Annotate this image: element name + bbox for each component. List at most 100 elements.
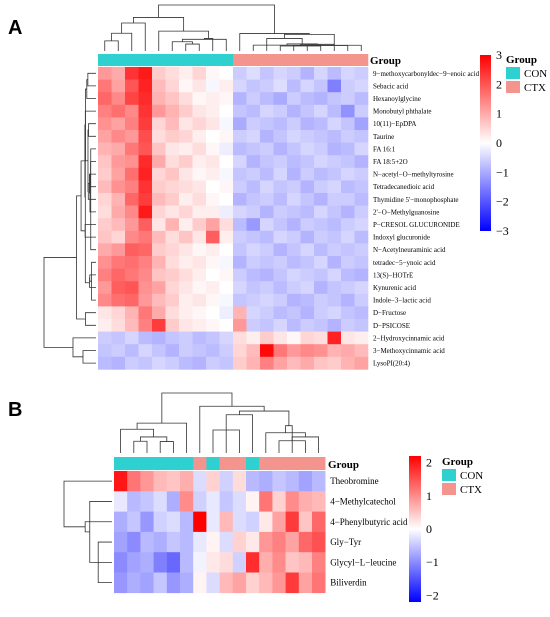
panel-a-cell [219, 344, 234, 358]
panel-a-cell [233, 142, 247, 156]
panel-a-colorbar: 3 2 1 0 −1 −2 −3 [480, 48, 509, 238]
panel-a-cell [125, 67, 139, 80]
panel-a-cell [165, 205, 180, 219]
panel-a-cell [125, 142, 139, 156]
panel-a-cell [125, 130, 139, 143]
panel-a-cell [152, 243, 166, 257]
panel-a-cell [300, 230, 315, 244]
panel-a-cell [314, 319, 328, 332]
panel-a-cell [111, 67, 126, 80]
panel-a-annotation-title: Group [370, 55, 401, 67]
panel-b-colorbar-tick-label: 2 [426, 456, 432, 470]
panel-a-annotation-cell [233, 54, 247, 66]
panel-a-cell [341, 319, 355, 332]
panel-a-cell [111, 79, 126, 93]
panel-b-row-label: 4−Phenylbutyric acid [330, 517, 408, 527]
panel-a-cell [125, 180, 139, 194]
panel-a-cell [287, 356, 301, 370]
panel-a-cell [219, 281, 234, 295]
panel-a-colorbar-tick-label: 0 [496, 136, 502, 150]
panel-b-cell [272, 552, 286, 573]
panel-a-cell [98, 356, 112, 370]
panel-b-cell [219, 572, 234, 594]
panel-a-cell [341, 92, 355, 106]
panel-a-cell [246, 92, 261, 106]
panel-a-cell [152, 293, 166, 307]
panel-a-cell [152, 92, 166, 106]
panel-a-annotation-cell [273, 54, 288, 66]
panel-a-cell [300, 293, 315, 307]
panel-a-cell [246, 281, 261, 295]
panel-a-cell [273, 92, 288, 106]
panel-a-cell [233, 230, 247, 244]
panel-a-cell [314, 293, 328, 307]
panel-a-cell [260, 256, 274, 269]
panel-a-cell [138, 193, 153, 206]
panel-a-cell [327, 306, 342, 320]
panel-b-cell [166, 552, 181, 573]
panel-a-cell [341, 205, 355, 219]
panel-a-column-dendrogram-branch [284, 34, 335, 51]
panel-a-cell [206, 130, 220, 143]
panel-b-row-dendrogram-branch [89, 501, 112, 563]
panel-b-annotation-cell [193, 457, 207, 470]
panel-a-annotation-cell [260, 54, 274, 66]
panel-a-cell [219, 117, 234, 131]
panel-b-cell [206, 552, 220, 573]
panel-b-cell [259, 572, 273, 594]
panel-a-cell [179, 268, 193, 282]
panel-a-column-dendrogram-branch [279, 45, 322, 51]
panel-a-cell [138, 319, 153, 332]
panel-a-cell [179, 230, 193, 244]
panel-a-cell [233, 256, 247, 269]
panel-a-cell [273, 117, 288, 131]
panel-a-cell [125, 293, 139, 307]
panel-b-cell [246, 552, 260, 573]
panel-a-cell [138, 344, 153, 358]
panel-b-cell [312, 531, 326, 553]
panel-a-cell [152, 180, 166, 194]
panel-a-cell [354, 205, 369, 219]
panel-a-row-label: 2−Hydroxycinnamic acid [373, 334, 445, 342]
panel-a-cell [138, 243, 153, 257]
panel-b-annotation-cell [180, 457, 194, 470]
panel-a-cell [273, 281, 288, 295]
panel-a-cell [260, 331, 274, 345]
panel-b-cell [140, 531, 154, 553]
panel-a-cell [300, 167, 315, 181]
panel-a-cell [219, 92, 234, 106]
panel-b-cell [219, 552, 234, 573]
panel-a-cell [152, 218, 166, 232]
panel-a-column-dendrogram-branch [171, 41, 193, 51]
panel-a-cell [125, 218, 139, 232]
panel-a-legend-swatch [506, 81, 520, 93]
panel-a-cell [125, 104, 139, 118]
panel-a-row-dendrogram-branch [84, 124, 86, 198]
panel-a-cell [354, 319, 369, 332]
panel-a-cell [138, 268, 153, 282]
panel-a-cell [260, 130, 274, 143]
panel-a-cell [111, 256, 126, 269]
panel-a-cell [111, 92, 126, 106]
panel-b-cell [298, 471, 313, 492]
panel-a-cell [165, 167, 180, 181]
panel-a-cell [314, 167, 328, 181]
panel-a-cell [152, 256, 166, 269]
panel-a-cell [341, 230, 355, 244]
panel-a-cell [341, 117, 355, 131]
panel-a-cell [125, 155, 139, 169]
panel-a-cell [273, 205, 288, 219]
panel-a-cell [246, 167, 261, 181]
panel-a-cell [300, 142, 315, 156]
panel-a-cell [138, 142, 153, 156]
panel-a-cell [138, 92, 153, 106]
panel-a-row-dendrogram-branch [85, 312, 96, 326]
panel-a-cell [165, 268, 180, 282]
panel-a-cell [273, 155, 288, 169]
panel-a-cell [314, 230, 328, 244]
panel-a-cell [273, 293, 288, 307]
panel-a-cell [192, 92, 207, 106]
panel-b-group-annotation-bar [114, 457, 326, 470]
panel-a-cell [138, 331, 153, 345]
panel-a-cell [300, 180, 315, 194]
